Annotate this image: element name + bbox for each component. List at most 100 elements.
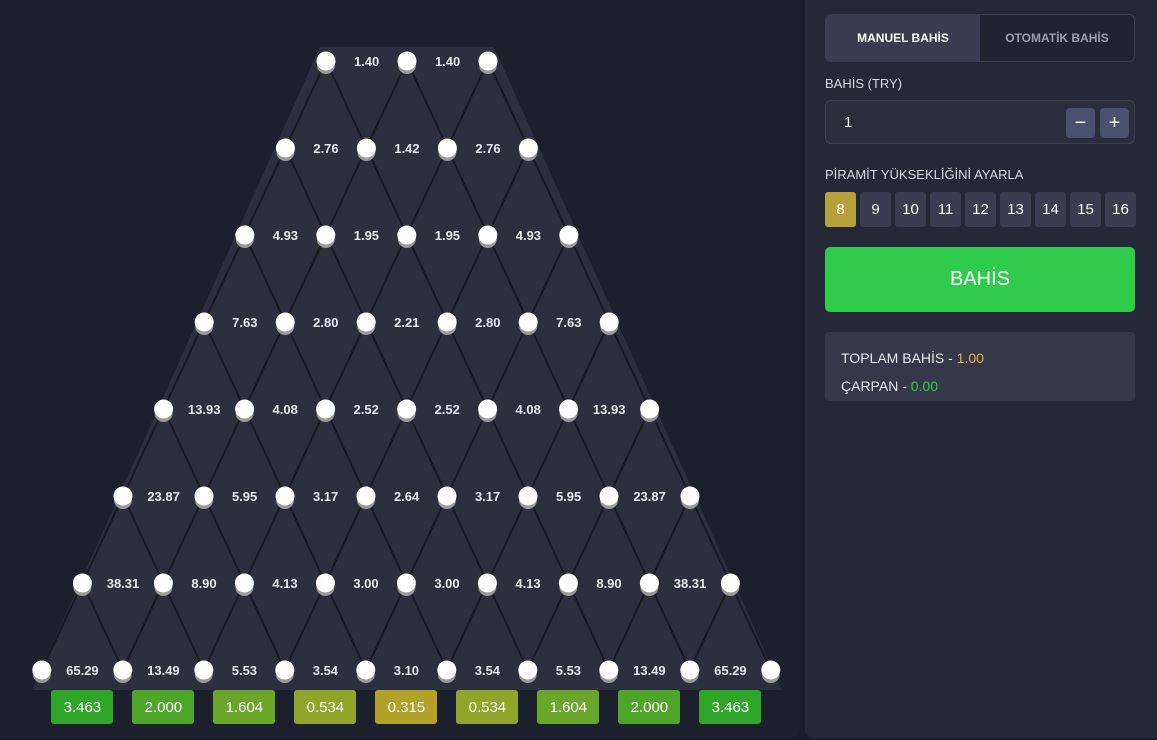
peg	[478, 51, 498, 71]
path-multiplier: 65.29	[714, 663, 747, 678]
peg	[477, 573, 497, 593]
path-multiplier: 3.17	[313, 489, 338, 504]
multiplier-label: ÇARPAN -	[841, 378, 911, 394]
peg-connector	[243, 321, 287, 410]
path-multiplier: 2.52	[354, 402, 379, 417]
bet-panel: MANUEL BAHİS OTOMATİK BAHİS BAHİS (TRY) …	[805, 0, 1157, 738]
height-option-14[interactable]: 14	[1035, 192, 1066, 227]
height-option-10[interactable]: 10	[895, 192, 926, 227]
peg-connector	[445, 582, 489, 671]
path-multiplier: 23.87	[633, 489, 666, 504]
height-option-12[interactable]: 12	[965, 192, 996, 227]
peg-connector	[446, 321, 489, 410]
height-option-9[interactable]: 9	[860, 192, 891, 227]
peg-connector	[122, 495, 165, 584]
peg-connector	[284, 321, 327, 410]
peg	[397, 399, 417, 419]
peg	[761, 660, 781, 680]
bet-amount-value[interactable]: 1	[844, 114, 853, 131]
peg-connector	[486, 582, 529, 671]
increase-bet-button[interactable]: +	[1100, 108, 1129, 138]
peg-connector	[284, 408, 327, 497]
peg-connector	[527, 321, 570, 410]
peg	[478, 225, 498, 245]
peg-connector	[40, 582, 84, 671]
peg	[235, 225, 255, 245]
peg-connector	[284, 60, 327, 149]
path-multiplier: 3.54	[313, 663, 339, 678]
peg-connector	[324, 495, 367, 584]
height-option-15[interactable]: 15	[1070, 192, 1101, 227]
peg-connector	[284, 495, 327, 584]
path-multiplier: 3.54	[475, 663, 501, 678]
peg-connector	[365, 147, 408, 236]
peg-connector	[405, 408, 448, 497]
peg	[437, 312, 457, 332]
peg	[275, 138, 295, 158]
peg	[437, 660, 457, 680]
peg-connector	[608, 495, 651, 584]
peg-connector	[203, 234, 246, 323]
height-option-8[interactable]: 8	[825, 192, 856, 227]
peg-connector	[162, 321, 206, 410]
peg	[396, 573, 416, 593]
peg-connector	[527, 147, 570, 236]
path-multiplier: 23.87	[147, 489, 180, 504]
peg-connector	[81, 495, 124, 584]
peg-connector	[405, 495, 448, 584]
peg-connector	[688, 582, 732, 671]
peg-connector	[486, 147, 530, 236]
peg	[356, 660, 376, 680]
peg	[559, 399, 579, 419]
height-option-16[interactable]: 16	[1105, 192, 1136, 227]
path-multiplier: 7.63	[556, 315, 581, 330]
peg	[316, 51, 336, 71]
multiplier-bucket: 3.463	[51, 690, 114, 724]
bet-summary: TOPLAM BAHİS - 1.00 ÇARPAN - 0.00	[825, 332, 1135, 401]
path-multiplier: 1.40	[435, 54, 460, 69]
peg	[275, 660, 295, 680]
peg	[599, 660, 619, 680]
path-multiplier: 3.17	[475, 489, 500, 504]
peg-connector	[203, 495, 246, 584]
peg-connector	[243, 408, 286, 497]
peg-connector	[81, 582, 124, 671]
height-option-11[interactable]: 11	[930, 192, 961, 227]
peg-connector	[365, 234, 408, 323]
pyramid-height-selector: 8 9 10 11 12 13 14 15 16	[825, 192, 1136, 227]
bet-amount-field[interactable]: 1 − +	[825, 100, 1135, 144]
path-multiplier: 2.52	[435, 402, 460, 417]
peg-connector	[243, 147, 287, 236]
path-multiplier: 4.93	[516, 228, 541, 243]
peg	[194, 660, 214, 680]
peg-connector	[122, 408, 165, 497]
peg-connector	[365, 60, 408, 149]
path-multiplier: 2.21	[394, 315, 419, 330]
path-multiplier: 2.80	[313, 315, 338, 330]
decrease-bet-button[interactable]: −	[1066, 108, 1095, 138]
peg-connector	[162, 495, 205, 584]
tab-auto-bet[interactable]: OTOMATİK BAHİS	[1005, 31, 1109, 45]
peg	[599, 486, 619, 506]
peg-connector	[324, 582, 367, 671]
height-option-13[interactable]: 13	[1000, 192, 1031, 227]
peg-connector	[243, 234, 287, 323]
peg-connector	[446, 60, 489, 149]
multiplier-bucket: 2.000	[618, 690, 681, 724]
peg-connector	[527, 234, 570, 323]
multiplier-bucket: 1.604	[537, 690, 600, 724]
peg-connector	[283, 582, 327, 671]
peg	[113, 660, 133, 680]
path-multiplier: 65.29	[66, 663, 99, 678]
peg	[316, 399, 336, 419]
peg	[720, 573, 740, 593]
peg-connector	[284, 147, 327, 236]
tab-manual-bet[interactable]: MANUEL BAHİS	[826, 15, 980, 61]
multiplier-bucket: 1.604	[213, 690, 276, 724]
peg-connector	[648, 582, 691, 671]
bet-mode-tabs: MANUEL BAHİS OTOMATİK BAHİS	[825, 14, 1135, 62]
path-multiplier: 3.10	[394, 663, 419, 678]
game-board: 1.40 1.40 2.76 1.42 2.76 4.93 1.95 1.95 4.93 7.63…	[32, 47, 782, 724]
place-bet-button[interactable]: BAHİS	[825, 247, 1135, 312]
path-multiplier: 7.63	[232, 315, 257, 330]
